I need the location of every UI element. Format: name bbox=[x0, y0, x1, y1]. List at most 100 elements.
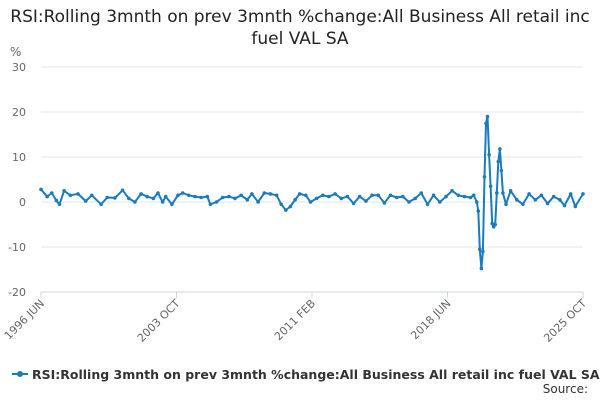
data-point[interactable] bbox=[339, 196, 344, 201]
data-point[interactable] bbox=[562, 203, 567, 208]
data-point[interactable] bbox=[573, 204, 578, 209]
data-point[interactable] bbox=[333, 192, 337, 196]
data-point[interactable] bbox=[558, 198, 562, 202]
data-point[interactable] bbox=[450, 189, 454, 193]
data-point[interactable] bbox=[376, 193, 381, 198]
data-point[interactable] bbox=[476, 209, 481, 213]
data-point[interactable] bbox=[68, 193, 73, 198]
data-point[interactable] bbox=[187, 193, 191, 198]
data-point[interactable] bbox=[145, 194, 149, 199]
data-point[interactable] bbox=[345, 194, 350, 199]
data-point[interactable] bbox=[199, 195, 203, 200]
data-point[interactable] bbox=[499, 168, 504, 173]
data-point[interactable] bbox=[475, 200, 479, 204]
data-point[interactable] bbox=[388, 193, 393, 198]
data-point[interactable] bbox=[50, 191, 54, 195]
data-point[interactable] bbox=[490, 221, 495, 226]
data-point[interactable] bbox=[180, 191, 185, 195]
data-point[interactable] bbox=[351, 201, 356, 206]
data-point[interactable] bbox=[478, 247, 482, 252]
data-point[interactable] bbox=[297, 192, 302, 196]
data-point[interactable] bbox=[262, 191, 267, 195]
data-point[interactable] bbox=[151, 196, 156, 201]
data-point[interactable] bbox=[90, 193, 94, 198]
data-point[interactable] bbox=[527, 192, 531, 196]
data-point[interactable] bbox=[382, 201, 387, 205]
data-point[interactable] bbox=[539, 193, 544, 198]
data-point[interactable] bbox=[105, 195, 109, 200]
data-point[interactable] bbox=[545, 201, 550, 206]
data-point[interactable] bbox=[357, 194, 362, 199]
data-point[interactable] bbox=[419, 191, 424, 195]
data-point[interactable] bbox=[54, 198, 59, 203]
data-point[interactable] bbox=[233, 196, 237, 201]
data-point[interactable] bbox=[245, 198, 250, 202]
data-point[interactable] bbox=[113, 196, 117, 200]
data-point[interactable] bbox=[568, 192, 573, 196]
data-point[interactable] bbox=[220, 195, 225, 200]
data-point[interactable] bbox=[401, 194, 405, 199]
data-point[interactable] bbox=[314, 196, 319, 201]
data-point[interactable] bbox=[493, 222, 498, 227]
data-point[interactable] bbox=[471, 193, 476, 198]
data-point[interactable] bbox=[498, 147, 502, 151]
data-point[interactable] bbox=[127, 196, 131, 201]
data-point[interactable] bbox=[170, 202, 174, 207]
data-point[interactable] bbox=[504, 202, 508, 207]
legend-item[interactable]: RSI:Rolling 3mnth on prev 3mnth %change:… bbox=[12, 366, 600, 382]
data-point[interactable] bbox=[481, 249, 485, 254]
data-point[interactable] bbox=[208, 202, 213, 207]
data-point[interactable] bbox=[139, 192, 143, 196]
data-point[interactable] bbox=[193, 194, 197, 199]
data-point[interactable] bbox=[501, 191, 505, 195]
data-point[interactable] bbox=[205, 194, 210, 199]
data-point[interactable] bbox=[407, 200, 411, 204]
data-point[interactable] bbox=[256, 200, 260, 204]
data-point[interactable] bbox=[268, 192, 273, 196]
data-point[interactable] bbox=[156, 191, 160, 195]
data-point[interactable] bbox=[484, 121, 488, 126]
data-point[interactable] bbox=[120, 188, 125, 193]
data-point[interactable] bbox=[176, 193, 180, 198]
data-point[interactable] bbox=[327, 194, 331, 199]
data-point[interactable] bbox=[413, 196, 418, 201]
data-point[interactable] bbox=[239, 193, 243, 198]
data-point[interactable] bbox=[45, 194, 49, 199]
data-point[interactable] bbox=[485, 114, 490, 119]
data-point[interactable] bbox=[293, 198, 297, 202]
data-point[interactable] bbox=[394, 195, 399, 200]
data-point[interactable] bbox=[57, 202, 62, 207]
data-point[interactable] bbox=[214, 200, 219, 204]
data-point[interactable] bbox=[438, 200, 442, 204]
data-point[interactable] bbox=[62, 189, 66, 193]
data-point[interactable] bbox=[496, 159, 501, 164]
data-point[interactable] bbox=[508, 189, 513, 193]
data-point[interactable] bbox=[551, 194, 556, 199]
data-point[interactable] bbox=[521, 202, 525, 207]
data-point[interactable] bbox=[163, 194, 168, 199]
data-point[interactable] bbox=[76, 192, 80, 196]
data-point[interactable] bbox=[495, 191, 499, 195]
data-point[interactable] bbox=[515, 198, 519, 202]
data-point[interactable] bbox=[288, 204, 293, 209]
data-point[interactable] bbox=[581, 192, 585, 196]
data-point[interactable] bbox=[304, 193, 308, 198]
data-point[interactable] bbox=[425, 202, 430, 207]
data-point[interactable] bbox=[83, 199, 88, 203]
data-point[interactable] bbox=[488, 184, 493, 189]
data-point[interactable] bbox=[321, 193, 325, 198]
data-point[interactable] bbox=[431, 193, 436, 198]
data-point[interactable] bbox=[479, 266, 484, 271]
data-point[interactable] bbox=[99, 202, 103, 207]
data-point[interactable] bbox=[279, 202, 284, 207]
data-point[interactable] bbox=[468, 195, 473, 200]
data-point[interactable] bbox=[482, 175, 487, 179]
data-point[interactable] bbox=[250, 192, 254, 196]
data-point[interactable] bbox=[456, 193, 461, 198]
data-point[interactable] bbox=[39, 187, 43, 192]
data-point[interactable] bbox=[462, 194, 467, 199]
data-point[interactable] bbox=[533, 198, 538, 202]
data-point[interactable] bbox=[274, 193, 279, 198]
data-point[interactable] bbox=[364, 199, 368, 203]
data-point[interactable] bbox=[133, 200, 137, 204]
